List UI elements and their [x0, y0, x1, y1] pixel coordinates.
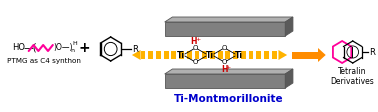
- Text: PTMG as C4 synthon: PTMG as C4 synthon: [7, 58, 81, 64]
- Bar: [233, 51, 238, 59]
- Text: +: +: [226, 65, 231, 70]
- Bar: [292, 52, 318, 58]
- Polygon shape: [285, 17, 293, 36]
- Bar: [218, 51, 223, 59]
- Text: —(: —(: [24, 42, 37, 52]
- Text: Ti: Ti: [177, 51, 185, 59]
- Text: Ti: Ti: [206, 51, 214, 59]
- Bar: [179, 51, 184, 59]
- Polygon shape: [132, 50, 141, 60]
- Bar: [264, 51, 269, 59]
- Bar: [202, 51, 207, 59]
- Text: H: H: [72, 41, 77, 46]
- Text: HO: HO: [12, 42, 25, 52]
- Text: R: R: [132, 44, 138, 54]
- Polygon shape: [318, 48, 326, 62]
- Bar: [141, 51, 146, 59]
- Text: R: R: [369, 47, 375, 56]
- Text: +: +: [195, 37, 200, 42]
- Polygon shape: [165, 22, 285, 36]
- Text: Ti: Ti: [235, 51, 243, 59]
- Text: O: O: [222, 59, 227, 65]
- Text: +: +: [79, 41, 90, 55]
- Text: Tetralin
Derivatives: Tetralin Derivatives: [330, 67, 374, 86]
- Polygon shape: [165, 17, 293, 22]
- Text: O: O: [222, 45, 227, 51]
- Polygon shape: [279, 50, 287, 60]
- Polygon shape: [165, 69, 293, 74]
- Bar: [156, 51, 161, 59]
- Polygon shape: [285, 69, 293, 88]
- Bar: [210, 51, 215, 59]
- Bar: [256, 51, 261, 59]
- Text: H: H: [221, 65, 228, 73]
- Bar: [241, 51, 246, 59]
- Bar: [172, 51, 176, 59]
- Bar: [225, 51, 230, 59]
- Text: Ti-Montmorillonite: Ti-Montmorillonite: [174, 94, 284, 104]
- Bar: [195, 51, 199, 59]
- Polygon shape: [165, 74, 285, 88]
- Text: n: n: [70, 48, 74, 53]
- Text: )O—): )O—): [54, 42, 73, 52]
- Bar: [249, 51, 253, 59]
- Text: O: O: [193, 45, 198, 51]
- Bar: [187, 51, 192, 59]
- Bar: [272, 51, 277, 59]
- Text: O: O: [193, 59, 198, 65]
- Text: H: H: [191, 37, 197, 45]
- Bar: [164, 51, 169, 59]
- Bar: [148, 51, 153, 59]
